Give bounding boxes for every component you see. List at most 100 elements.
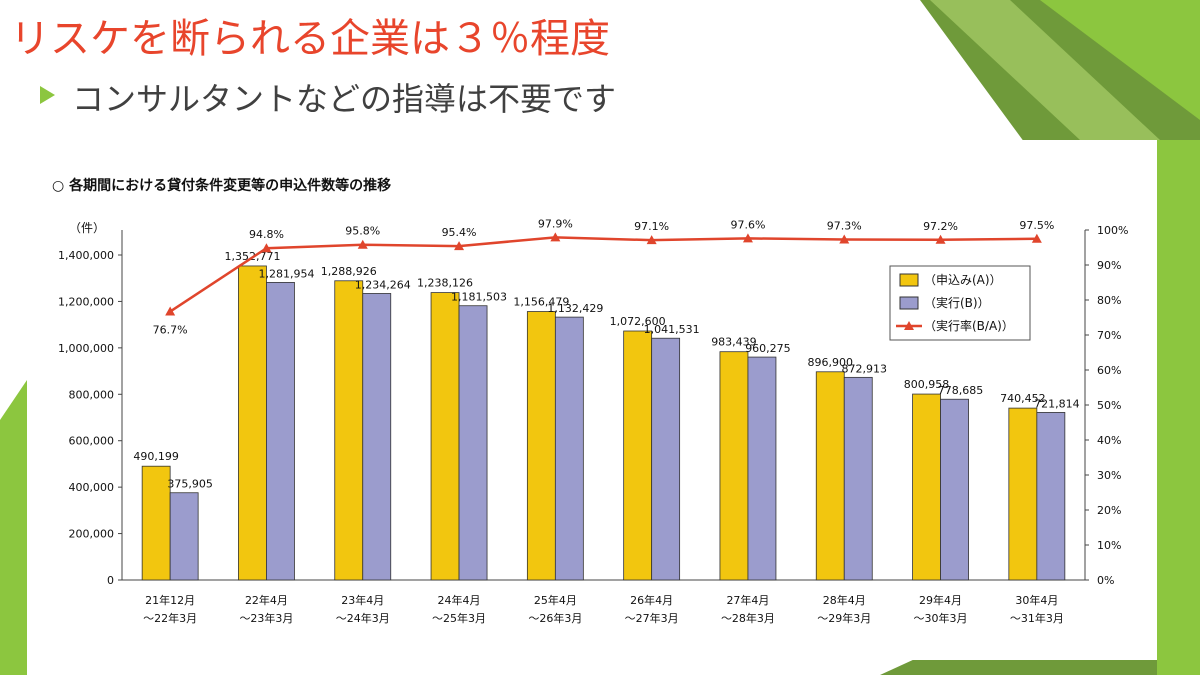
slide-title: リスケを断られる企業は３％程度 (10, 16, 610, 62)
decor-shape-left (0, 380, 27, 675)
y2-tick-label: 80% (1097, 294, 1121, 307)
marker-execution-rate (261, 243, 272, 253)
y-tick-label: 200,000 (69, 528, 115, 541)
marker-execution-rate (454, 241, 465, 251)
bar-executions (169, 492, 199, 581)
bar-applications (719, 351, 749, 581)
bar-executions (362, 293, 392, 581)
x-tick-label-range: ～24年3月 (336, 611, 390, 625)
marker-execution-rate (550, 232, 561, 242)
legend-swatch-executions (899, 296, 919, 310)
line-execution-rate (169, 236, 1037, 313)
chart-title: ○ 各期間における貸付条件変更等の申込件数等の推移 (52, 177, 391, 194)
y2-tick-label: 70% (1097, 329, 1121, 342)
bar-executions (940, 398, 969, 581)
data-label-execution-rate: 97.6% (730, 218, 765, 231)
data-label-executions: 778,685 (938, 384, 984, 397)
data-label-applications: 896,900 (808, 356, 854, 369)
bar-executions (651, 337, 681, 581)
x-tick-label: 29年4月 (919, 593, 962, 607)
data-label-applications: 1,288,926 (321, 265, 377, 278)
y-tick-label: 1,000,000 (58, 342, 114, 355)
x-tick-label: 21年12月 (145, 593, 195, 607)
chart-panel: ○ 各期間における貸付条件変更等の申込件数等の推移 （件） 0 200,000 400,… (27, 140, 1157, 660)
bar-executions (1036, 412, 1066, 581)
data-label-applications: 1,238,126 (417, 277, 473, 290)
x-tick-label: 27年4月 (726, 593, 769, 607)
data-label-applications: 1,156,479 (513, 296, 569, 309)
data-label-execution-rate: 94.8% (249, 228, 284, 241)
slide-subtitle: コンサルタントなどの指導は不要です (72, 80, 617, 118)
data-label-applications: 983,439 (711, 336, 757, 349)
data-label-execution-rate: 76.7% (153, 324, 188, 337)
legend-label-applications: （申込み(A)） (924, 273, 1002, 287)
bar-line-chart: ○ 各期間における貸付条件変更等の申込件数等の推移 （件） 0 200,000 400,… (52, 177, 1128, 625)
bar-applications (1008, 407, 1038, 581)
x-tick-label-range: ～22年3月 (143, 611, 197, 625)
x-tick-label-range: ～23年3月 (239, 611, 293, 625)
x-tick-label-range: ～26年3月 (528, 611, 582, 625)
data-label-execution-rate: 97.9% (538, 217, 573, 230)
marker-execution-rate (357, 239, 368, 249)
decor-shape-right (1157, 140, 1200, 675)
decor-shape-top-mid (930, 0, 1160, 140)
bar-applications (334, 280, 364, 581)
y2-tick-label: 50% (1097, 399, 1121, 412)
y-tick-label: 600,000 (69, 435, 115, 448)
data-label-executions: 721,814 (1034, 397, 1080, 410)
x-tick-label: 24年4月 (438, 593, 481, 607)
y-tick-label: 1,400,000 (58, 249, 114, 262)
data-label-execution-rate: 95.8% (345, 225, 380, 238)
y2-tick-label: 60% (1097, 364, 1121, 377)
x-tick-label-range: ～25年3月 (432, 611, 486, 625)
x-tick-label-range: ～30年3月 (914, 611, 968, 625)
data-label-execution-rate: 95.4% (442, 226, 477, 239)
data-label-execution-rate: 97.5% (1019, 219, 1054, 232)
y2-tick-label: 90% (1097, 259, 1121, 272)
bar-applications (623, 330, 653, 581)
y-tick-label: 0 (107, 574, 114, 587)
bar-executions (266, 282, 295, 581)
y2-tick-label: 10% (1097, 539, 1121, 552)
marker-execution-rate (646, 235, 657, 245)
bar-applications (815, 371, 845, 581)
data-label-executions: 1,181,503 (451, 291, 507, 304)
bar-executions (458, 305, 488, 581)
bar-applications (141, 465, 171, 581)
bar-applications (912, 393, 941, 581)
data-label-execution-rate: 97.1% (634, 220, 669, 233)
y-tick-label: 800,000 (69, 388, 115, 401)
x-tick-label: 23年4月 (341, 593, 384, 607)
data-label-executions: 1,281,954 (258, 267, 314, 280)
data-label-executions: 375,905 (167, 478, 213, 491)
decor-shape-top-light (1040, 0, 1200, 120)
bullet-triangle-icon (40, 86, 55, 104)
legend-swatch-applications (899, 273, 919, 287)
data-label-applications: 740,452 (1000, 392, 1046, 405)
x-tick-label: 26年4月 (630, 593, 673, 607)
marker-execution-rate (839, 234, 850, 244)
data-label-executions: 1,041,531 (644, 323, 700, 336)
y-axis-unit-label: （件） (69, 221, 105, 235)
x-tick-label: 30年4月 (1015, 593, 1058, 607)
marker-execution-rate (935, 234, 946, 244)
legend-label-executions: （実行(B)） (924, 295, 990, 310)
y2-tick-label: 100% (1097, 224, 1128, 237)
legend-swatch-rate-marker (904, 321, 914, 330)
bar-executions (747, 356, 777, 581)
data-label-applications: 800,958 (904, 378, 950, 391)
data-label-executions: 1,132,429 (547, 302, 603, 315)
data-label-execution-rate: 97.2% (923, 220, 958, 233)
data-label-executions: 1,234,264 (355, 278, 411, 291)
x-tick-label: 22年4月 (245, 593, 288, 607)
data-label-executions: 872,913 (842, 362, 888, 375)
marker-execution-rate (1031, 233, 1042, 243)
legend-label-rate: （実行率(B/A)） (924, 318, 1014, 333)
bar-applications (238, 265, 267, 581)
bar-executions (843, 376, 873, 581)
y-tick-label: 1,200,000 (58, 295, 114, 308)
bar-executions (554, 316, 584, 581)
x-tick-label-range: ～28年3月 (721, 611, 775, 625)
x-tick-label: 25年4月 (534, 593, 577, 607)
